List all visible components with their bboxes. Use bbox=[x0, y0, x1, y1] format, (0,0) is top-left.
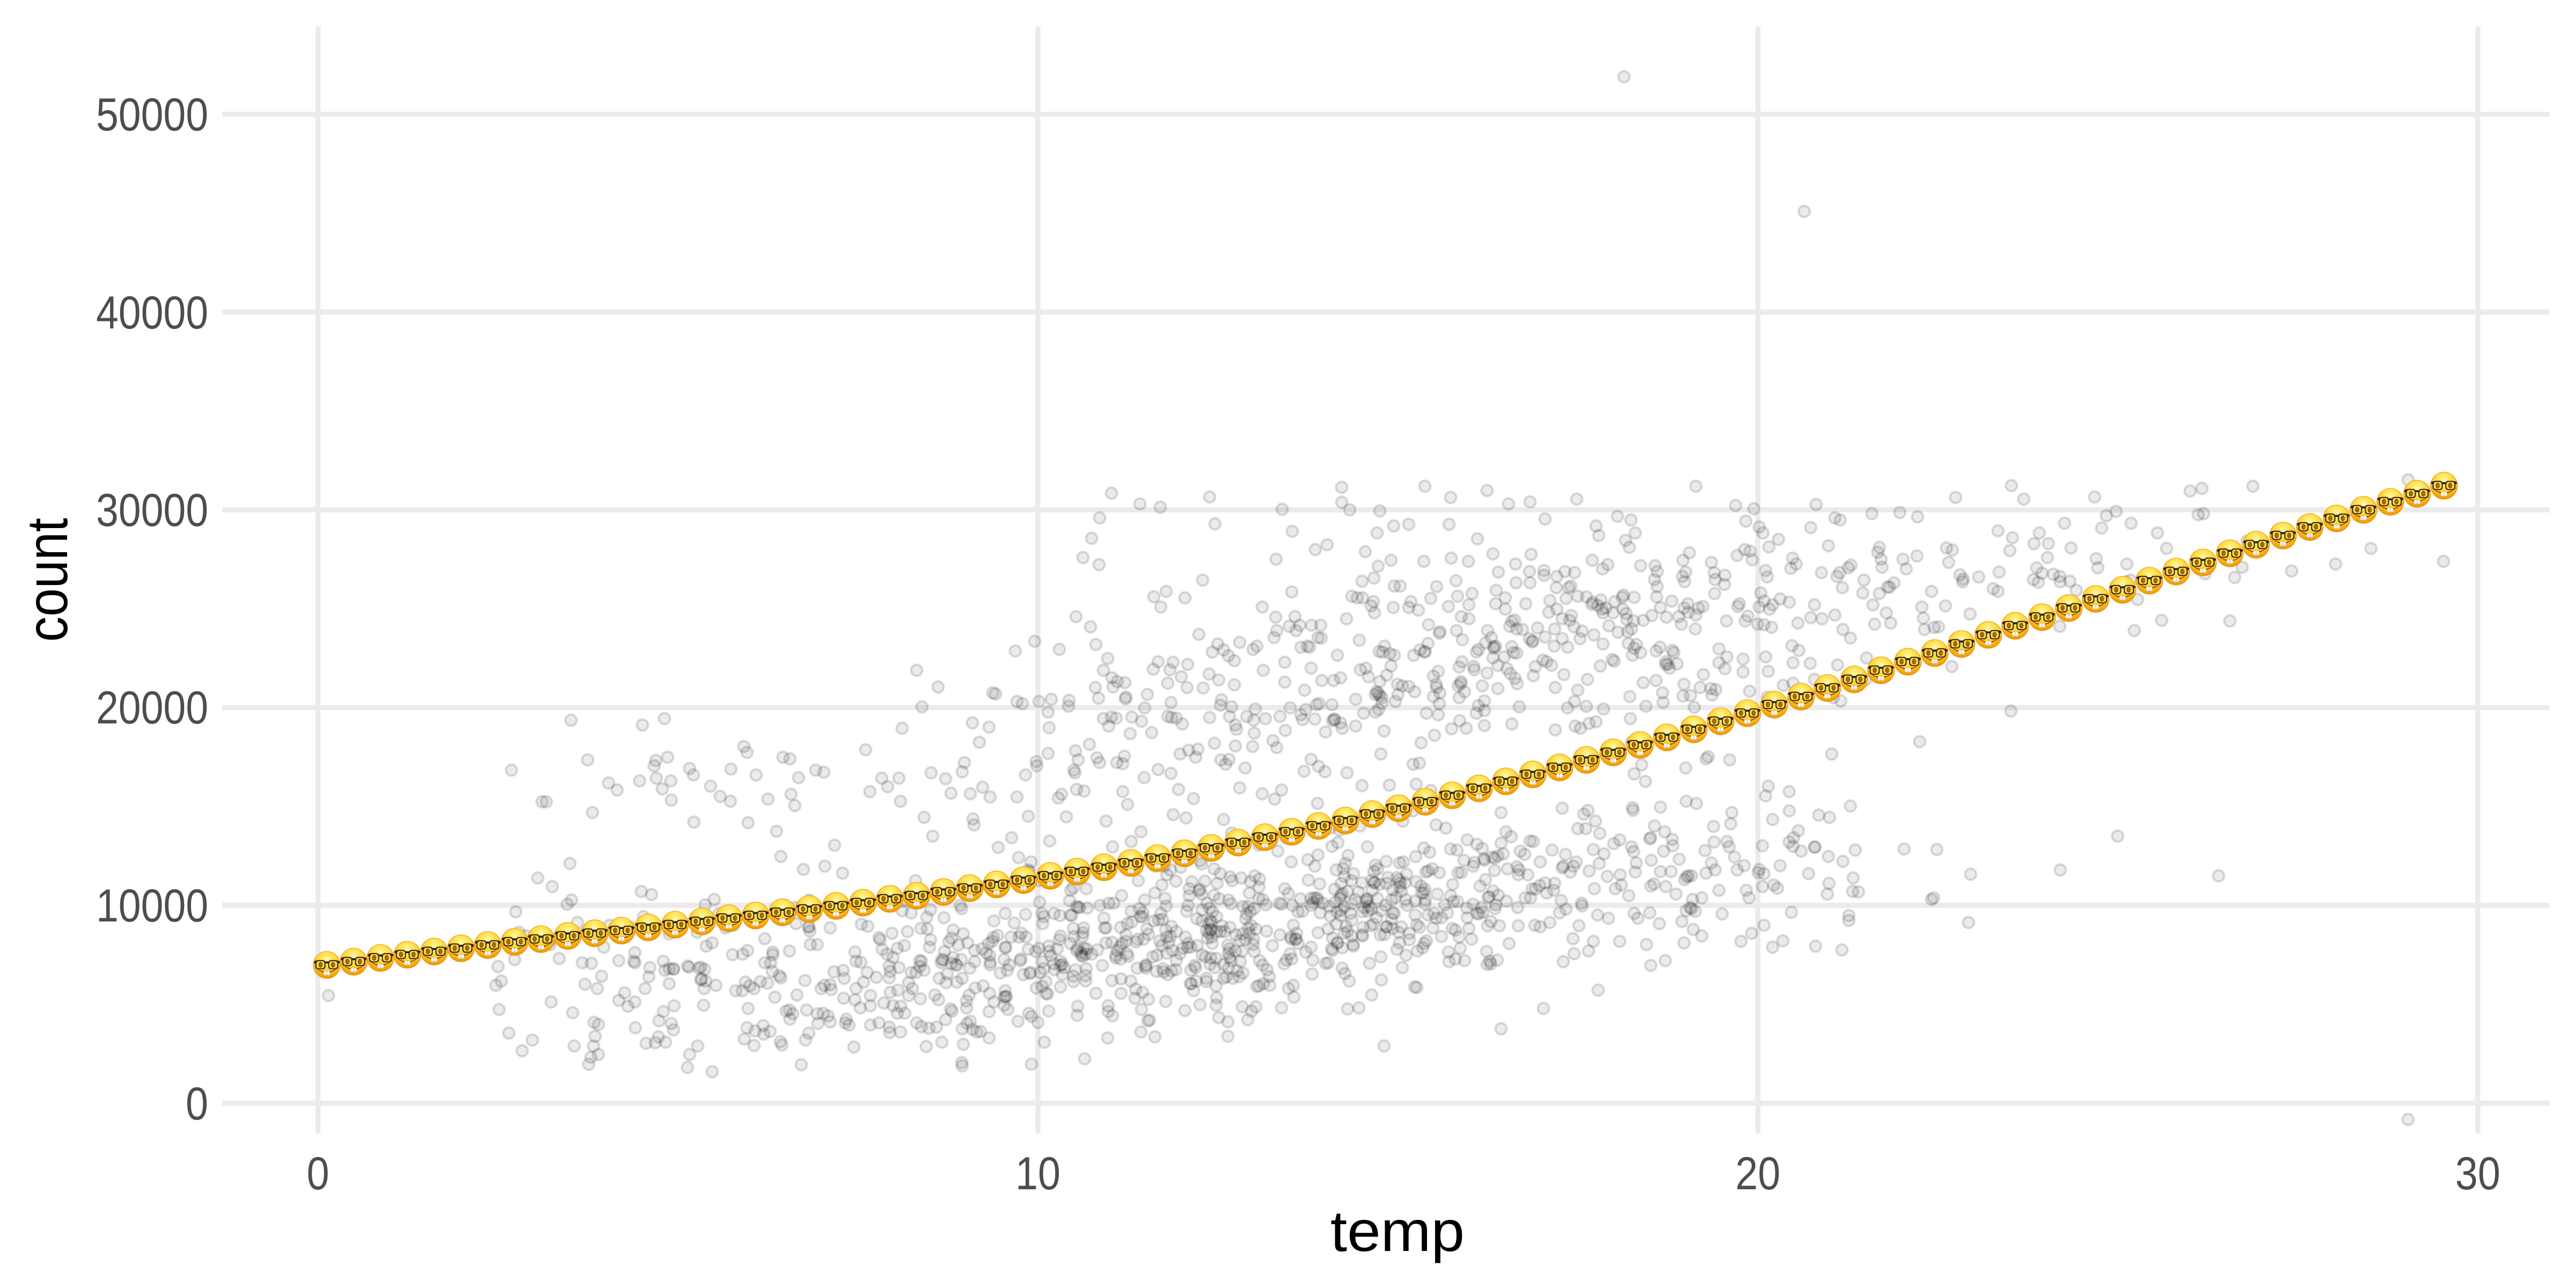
svg-text:10: 10 bbox=[1015, 1148, 1060, 1199]
svg-text:0: 0 bbox=[186, 1078, 208, 1130]
svg-text:40000: 40000 bbox=[96, 287, 208, 339]
svg-text:20000: 20000 bbox=[96, 682, 208, 734]
svg-text:30: 30 bbox=[2455, 1148, 2500, 1199]
svg-text:10000: 10000 bbox=[96, 880, 208, 932]
svg-text:20: 20 bbox=[1736, 1148, 1781, 1199]
svg-text:30000: 30000 bbox=[96, 485, 208, 536]
svg-text:50000: 50000 bbox=[96, 89, 208, 141]
svg-text:0: 0 bbox=[307, 1148, 330, 1199]
svg-text:count: count bbox=[14, 518, 79, 642]
svg-text:temp: temp bbox=[1330, 1198, 1465, 1263]
